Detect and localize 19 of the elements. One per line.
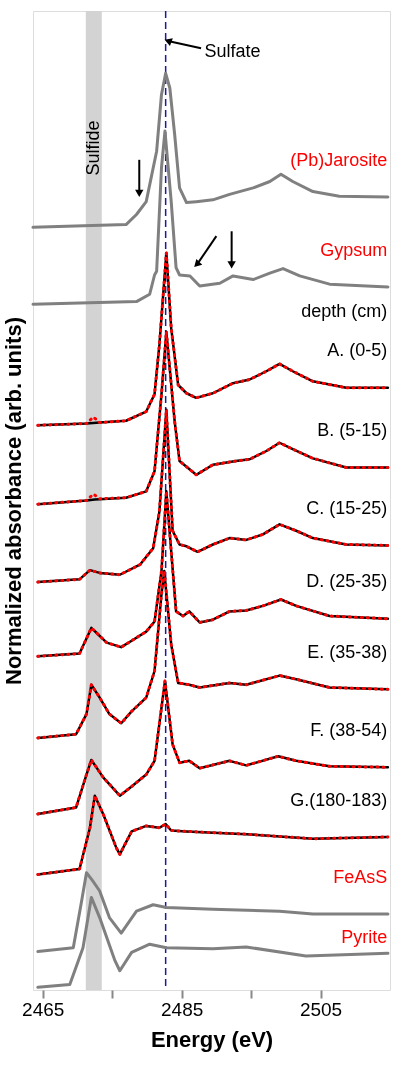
- series-label: F. (38-54): [310, 719, 388, 740]
- band-label: Sulfide: [82, 120, 103, 176]
- y-axis-title: Normalized absorbance (arb. units): [0, 317, 26, 685]
- series-label: Pyrite: [341, 927, 388, 948]
- series-label: E. (35-38): [307, 641, 388, 662]
- x-tick-label: 2485: [160, 998, 204, 1020]
- x-axis-title: Energy (eV): [150, 1026, 274, 1052]
- series-label: Gypsum: [320, 239, 388, 260]
- series-label: FeAsS: [333, 866, 388, 887]
- series-label: B. (5-15): [317, 420, 388, 441]
- series-label: D. (25-35): [306, 571, 388, 592]
- x-tick-label: 2465: [22, 998, 65, 1020]
- annotation: depth (cm): [301, 301, 388, 322]
- series-label: G.(180-183): [290, 789, 388, 810]
- ref-line-label: Sulfate: [204, 41, 261, 62]
- series-label: A. (0-5): [327, 340, 388, 361]
- series-label: C. (15-25): [306, 498, 388, 518]
- x-tick-label: 2505: [299, 998, 343, 1020]
- series-label: (Pb)Jarosite: [290, 149, 388, 170]
